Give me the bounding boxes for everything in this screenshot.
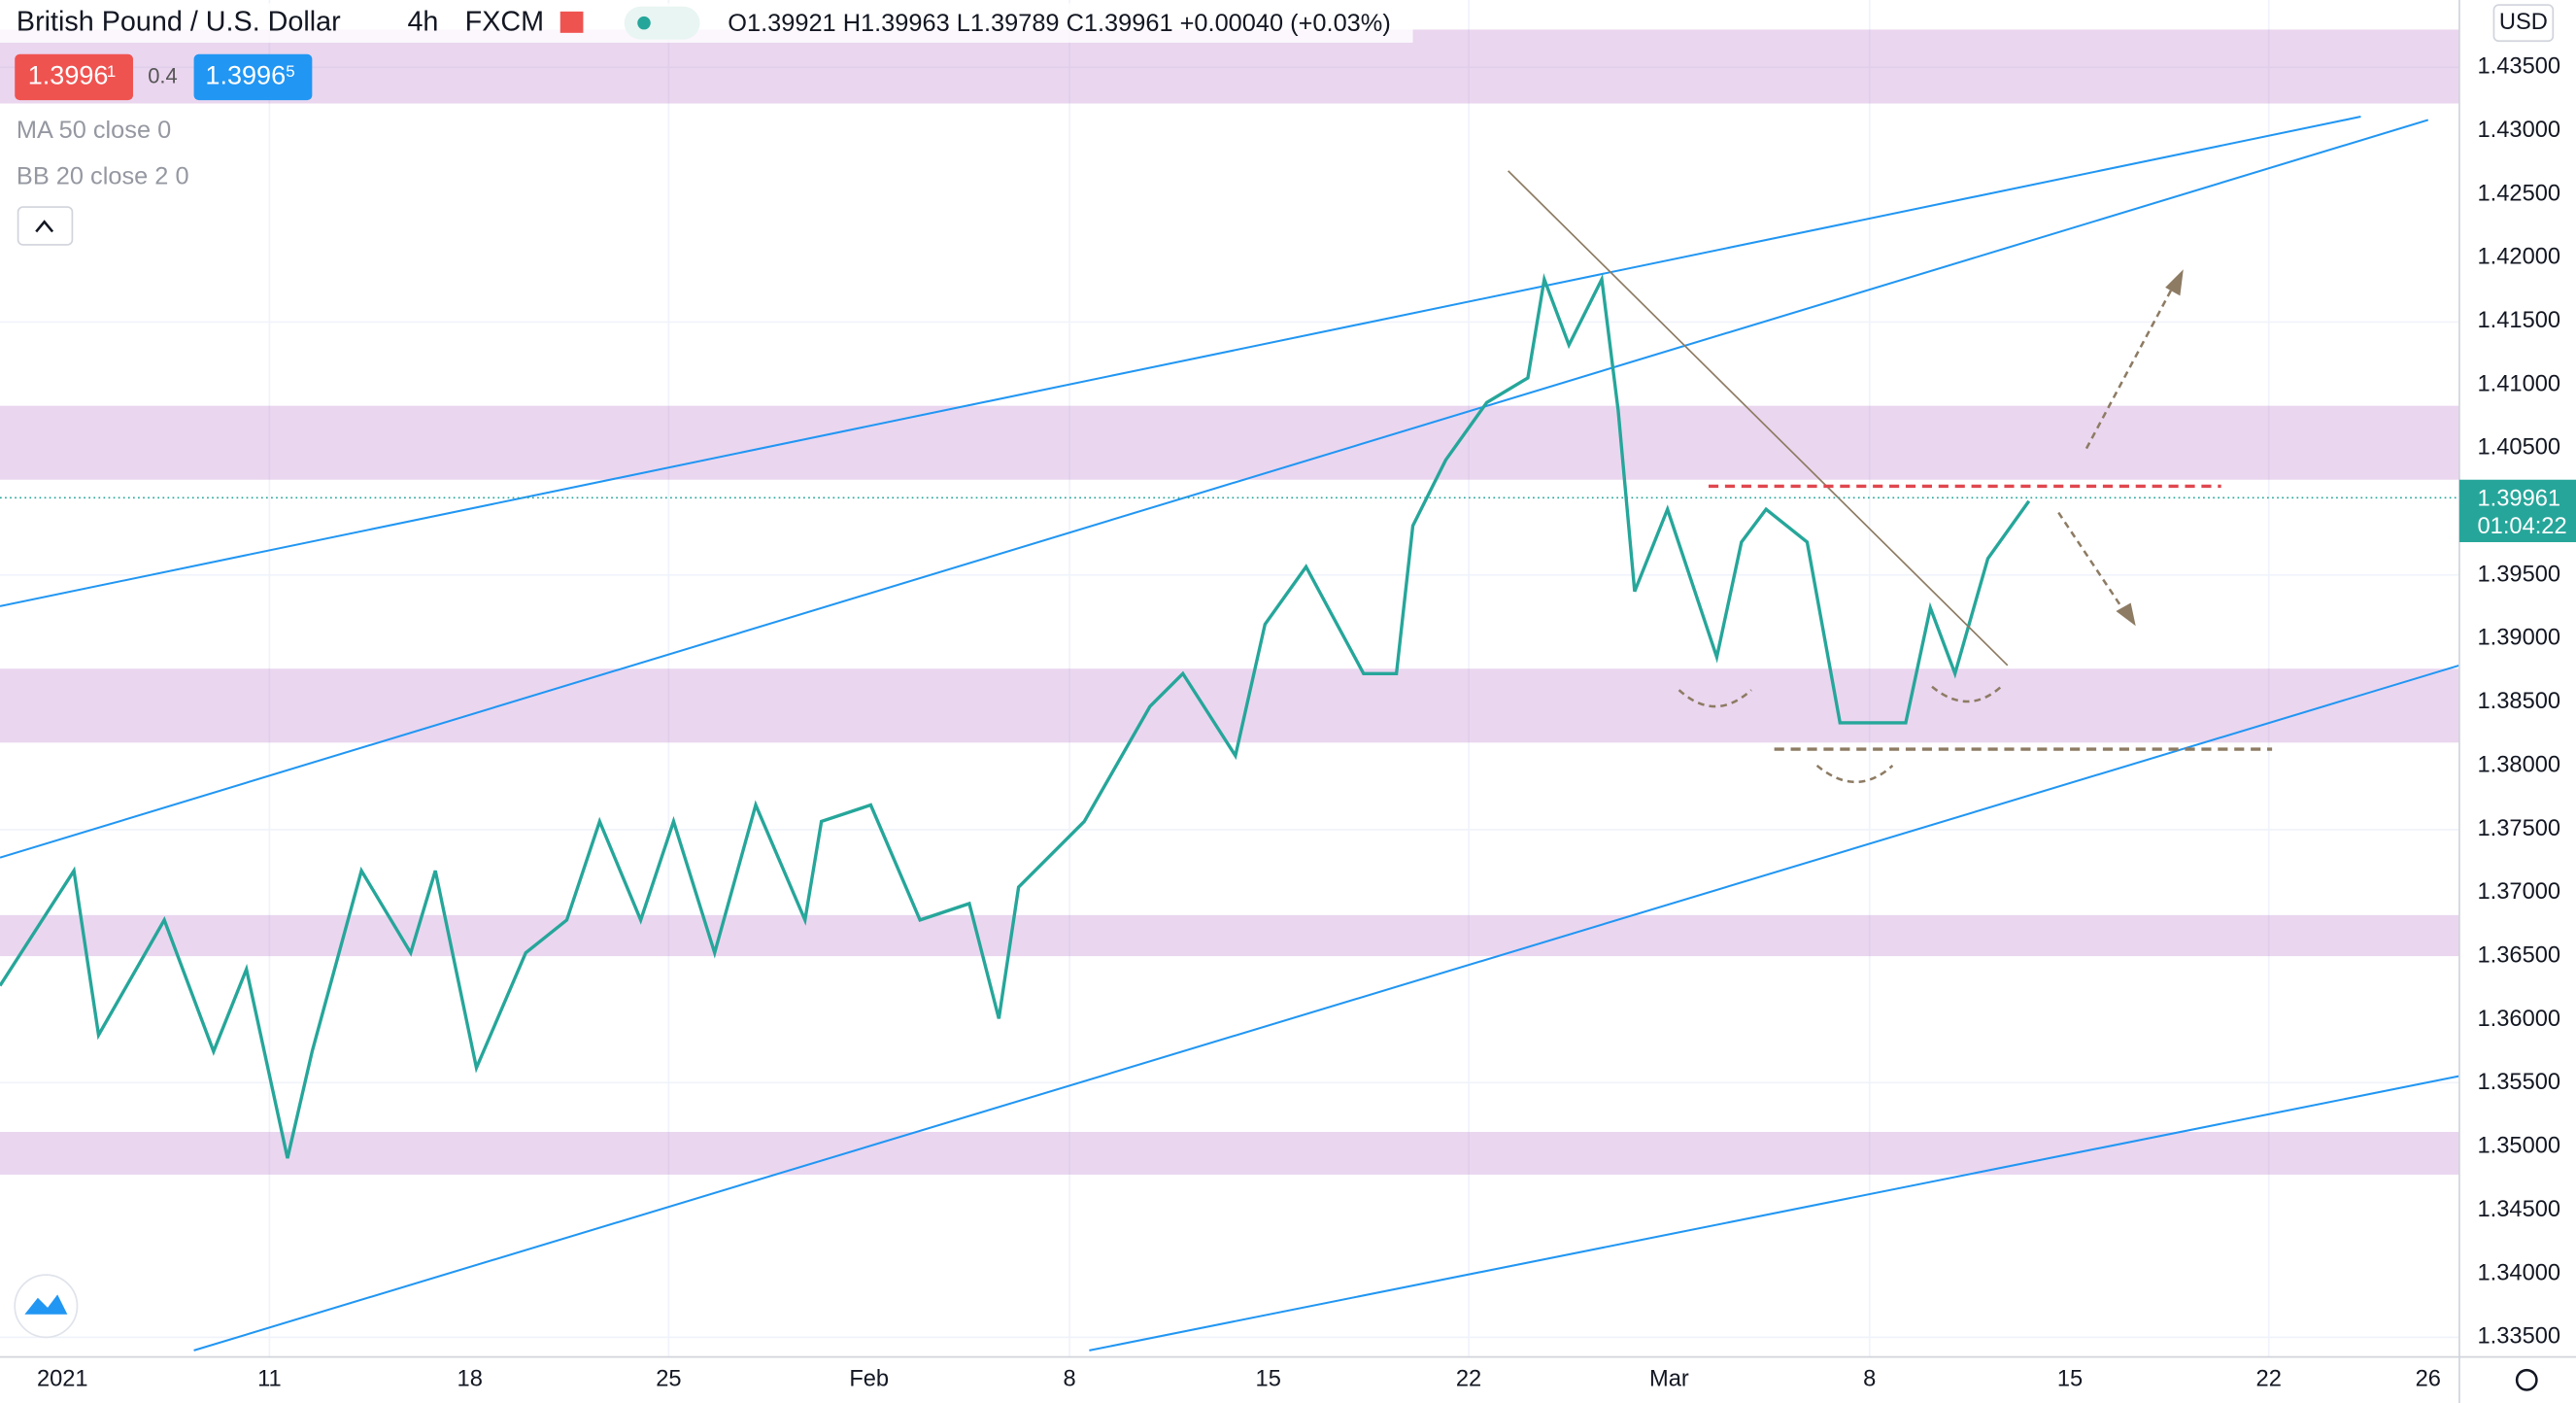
- chevron: [35, 220, 54, 233]
- buy-pip[interactable]: 5: [286, 62, 294, 81]
- buy-button[interactable]: [193, 53, 313, 101]
- price-label: 1.35500: [2478, 1070, 2561, 1095]
- status-dot: [637, 16, 651, 30]
- time-label: 2021: [37, 1367, 88, 1392]
- price-label: 1.43000: [2478, 118, 2561, 143]
- collapse-button[interactable]: [17, 206, 74, 246]
- indicator[interactable]: BB 20 close 2 0: [17, 162, 189, 189]
- status-pill: [624, 6, 700, 40]
- time-label: 22: [2256, 1367, 2282, 1392]
- spread: 0.4: [148, 63, 178, 87]
- pattern-arcs: [1678, 282, 2177, 784]
- price-label: 1.39500: [2478, 562, 2561, 587]
- price-label: 1.36500: [2478, 943, 2561, 969]
- current-price: 1.39961: [2478, 486, 2561, 511]
- price-tag: [2458, 479, 2576, 542]
- trend-line: [1508, 170, 2009, 667]
- buy-price[interactable]: 1.3996: [205, 61, 286, 90]
- currency-box[interactable]: [2492, 4, 2555, 43]
- ohlc: O1.39921 H1.39963 L1.39789 C1.39961 +0.0…: [728, 10, 1391, 37]
- time-label: Mar: [1649, 1367, 1689, 1392]
- time-label: 8: [1863, 1367, 1876, 1392]
- price-label: 1.36000: [2478, 1007, 2561, 1032]
- price-label: 1.38500: [2478, 689, 2561, 714]
- sell-price[interactable]: 1.3996: [28, 61, 109, 90]
- price-label: 1.41000: [2478, 371, 2561, 396]
- settings-icon[interactable]: [2515, 1368, 2538, 1391]
- currency[interactable]: USD: [2499, 10, 2548, 35]
- price-label: 1.42500: [2478, 181, 2561, 206]
- price-label: 1.39000: [2478, 626, 2561, 651]
- price-trace: [0, 272, 2031, 1159]
- price-label: 1.42000: [2478, 245, 2561, 270]
- price-label: 1.35000: [2478, 1134, 2561, 1159]
- flag[interactable]: [559, 11, 584, 33]
- time-label: 25: [656, 1367, 681, 1392]
- price-label: 1.34500: [2478, 1197, 2561, 1222]
- exchange: FXCM: [465, 6, 544, 37]
- zones: [0, 29, 2459, 1175]
- logo-mark: [24, 1294, 68, 1315]
- countdown: 01:04:22: [2478, 514, 2567, 539]
- price-label: 1.41500: [2478, 308, 2561, 333]
- sell-pip[interactable]: 1: [107, 62, 116, 81]
- arrow-heads: [2116, 269, 2184, 627]
- time-label: 22: [1456, 1367, 1481, 1392]
- time-label: 8: [1063, 1367, 1075, 1392]
- price-label: 1.40500: [2478, 435, 2561, 461]
- time-label: 15: [2057, 1367, 2083, 1392]
- interval: 4h: [407, 6, 438, 37]
- time-label: 18: [458, 1367, 483, 1392]
- price-label: 1.34000: [2478, 1260, 2561, 1285]
- sell-button[interactable]: [15, 53, 133, 101]
- symbol: British Pound / U.S. Dollar: [17, 6, 341, 37]
- time-label: Feb: [849, 1367, 889, 1392]
- grid: [0, 0, 2459, 1357]
- price-label: 1.38000: [2478, 752, 2561, 777]
- price-label: 1.37500: [2478, 816, 2561, 841]
- price-label: 1.43500: [2478, 54, 2561, 80]
- header-bg: [0, 3, 1413, 43]
- time-label: 11: [257, 1367, 282, 1392]
- indicator[interactable]: MA 50 close 0: [17, 117, 171, 144]
- channel-lines: [0, 116, 2460, 1352]
- price-label: 1.37000: [2478, 879, 2561, 905]
- price-label: 1.33500: [2478, 1324, 2561, 1350]
- time-label: 26: [2416, 1367, 2441, 1392]
- time-label: 15: [1256, 1367, 1281, 1392]
